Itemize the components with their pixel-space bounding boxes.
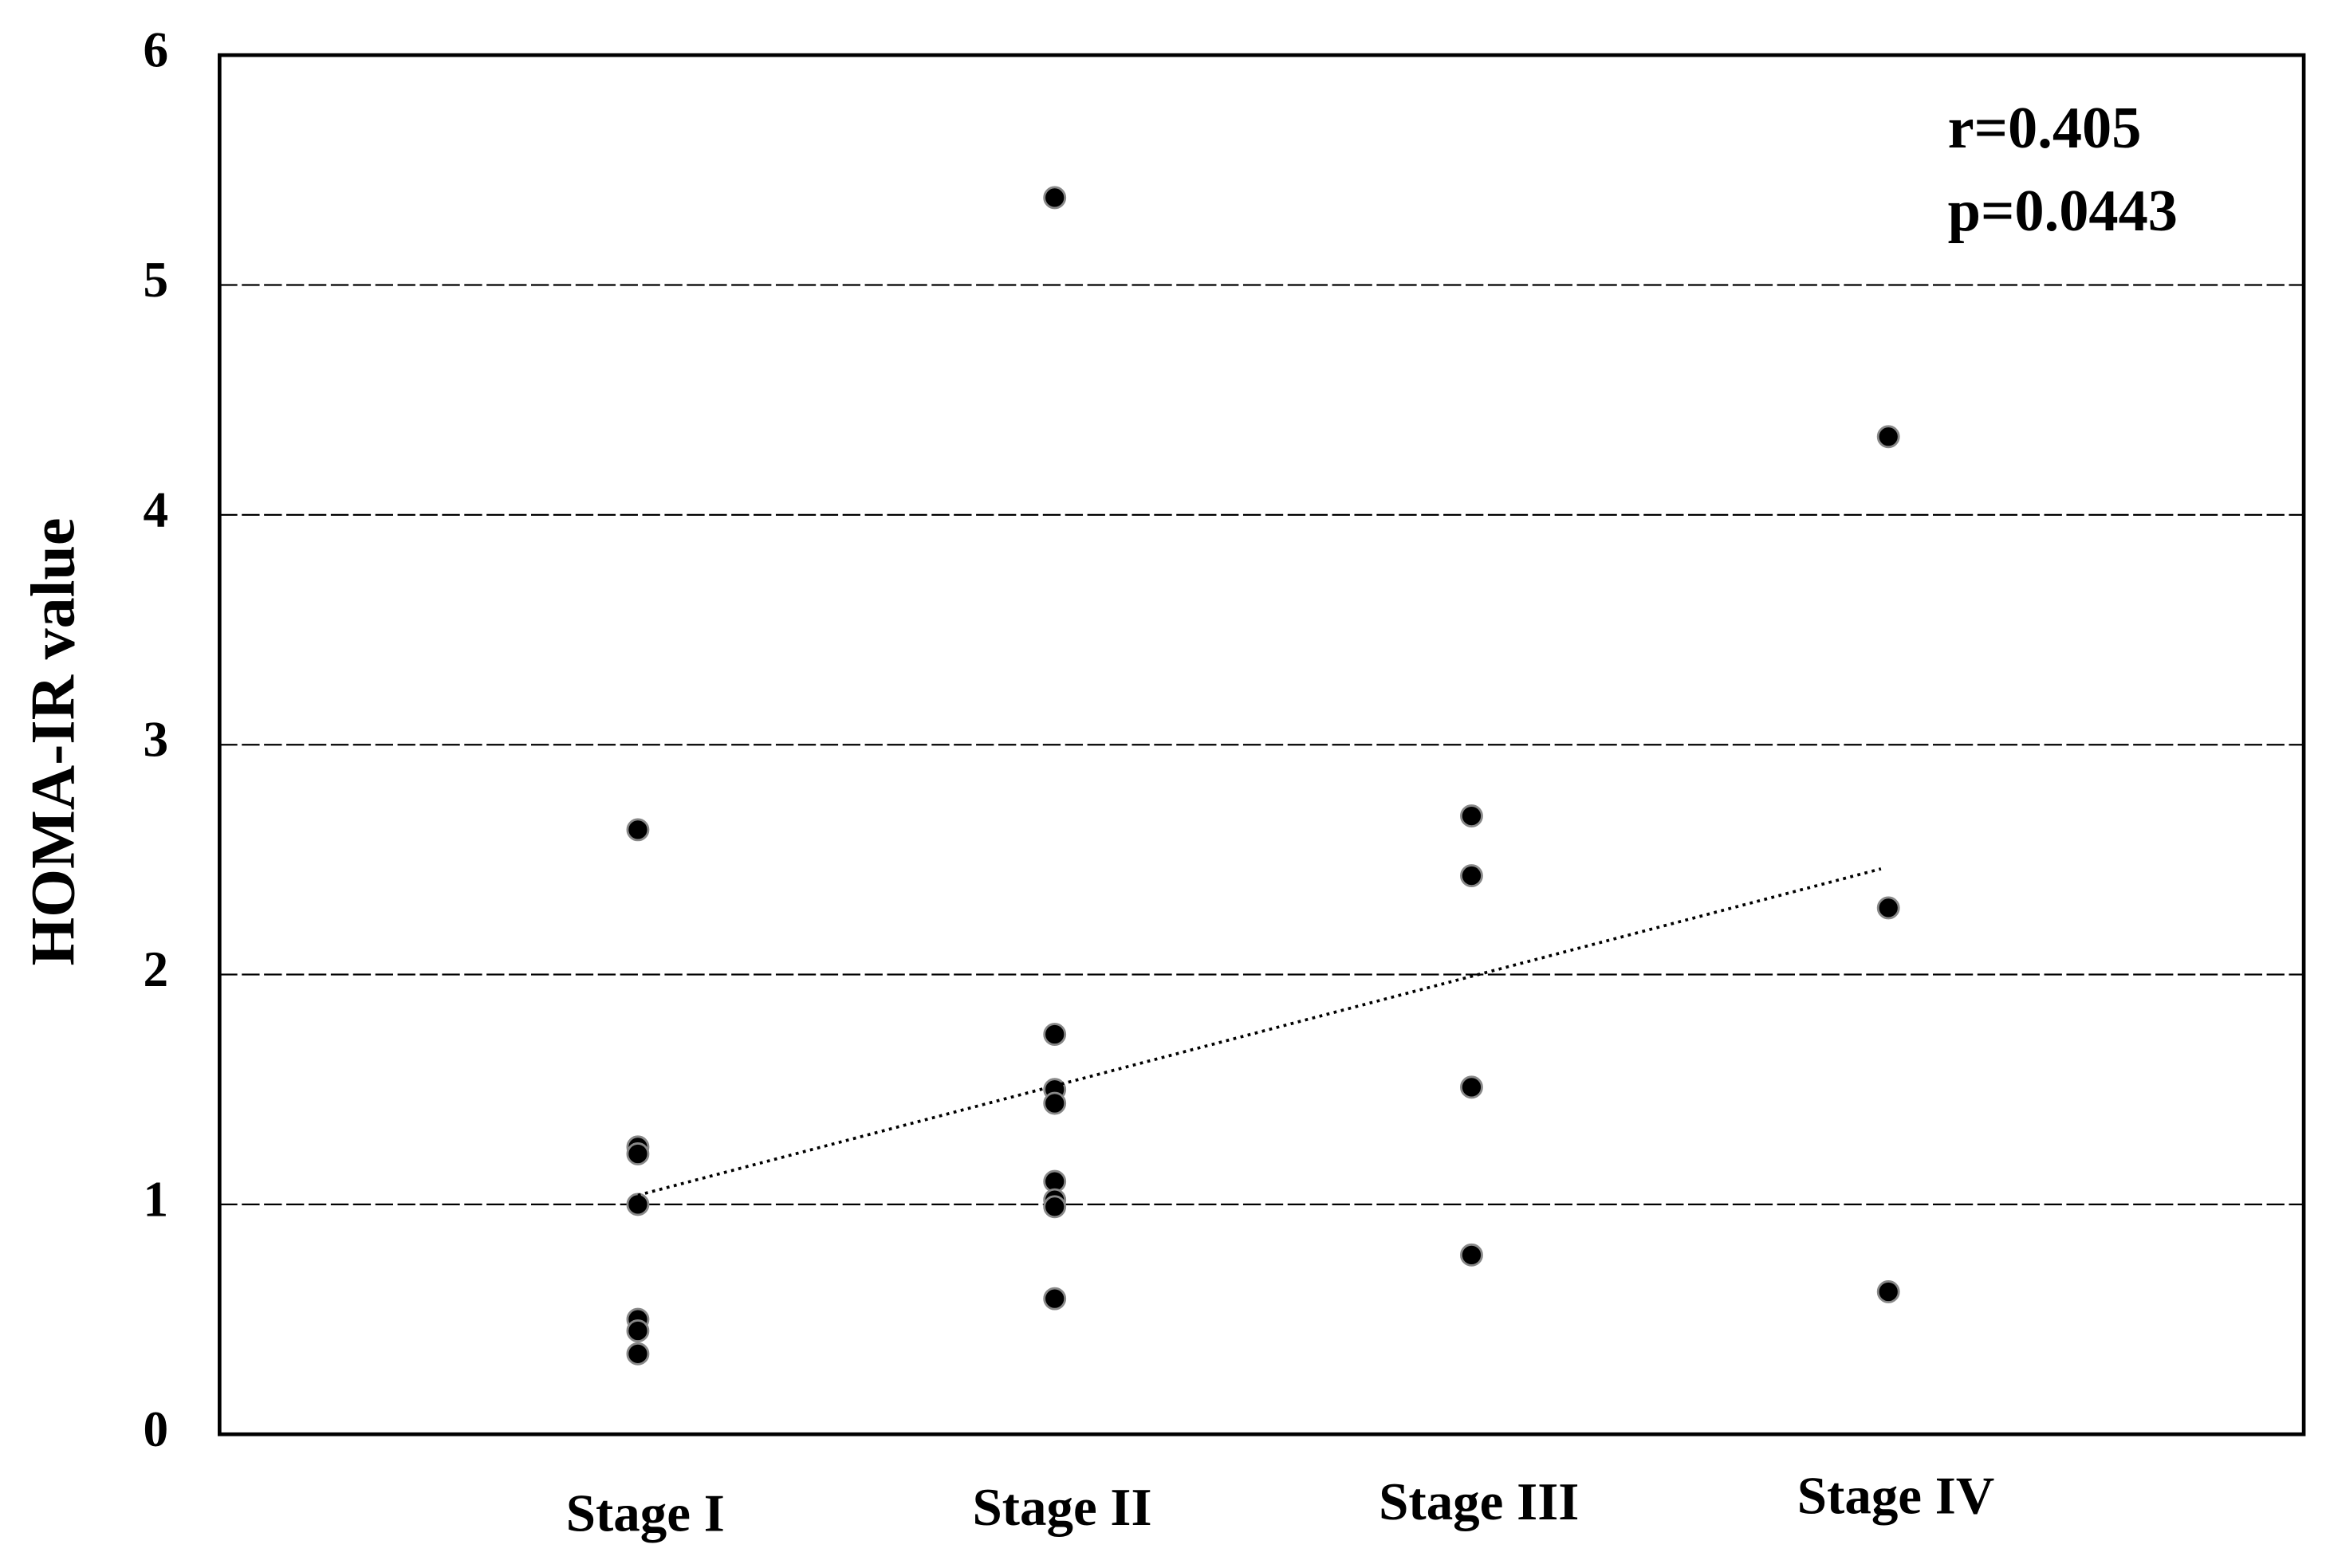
trendline (637, 867, 1882, 1197)
data-point (626, 818, 650, 842)
y-tick-label: 2 (144, 941, 169, 997)
y-tick-label: 5 (144, 252, 169, 308)
data-point (1876, 896, 1900, 920)
data-point (626, 1193, 650, 1216)
data-point (1043, 186, 1067, 210)
y-axis-label: HOMA-IR value (18, 517, 87, 965)
y-tick-label: 1 (144, 1171, 169, 1227)
y-tick-label: 6 (144, 22, 169, 78)
annotation: p=0.0443 (1948, 179, 2178, 244)
y-tick-label: 4 (144, 481, 169, 537)
data-point (1460, 864, 1483, 887)
data-point (1460, 804, 1483, 828)
data-point (1876, 1280, 1900, 1303)
x-tick-label: Stage II (972, 1478, 1151, 1537)
data-point (1043, 1023, 1067, 1046)
x-tick-label: Stage IV (1797, 1466, 1994, 1525)
data-point (626, 1342, 650, 1366)
data-point (626, 1142, 650, 1165)
x-tick-label: Stage III (1379, 1472, 1579, 1531)
data-point (626, 1319, 650, 1342)
data-point (1876, 425, 1900, 449)
x-tick-label: Stage I (566, 1484, 725, 1543)
data-point (1460, 1075, 1483, 1099)
data-point (1460, 1243, 1483, 1267)
data-point (1043, 1195, 1067, 1219)
annotation: r=0.405 (1948, 96, 2142, 161)
data-point (1043, 1091, 1067, 1115)
y-tick-label: 3 (144, 712, 169, 768)
data-point (1043, 1287, 1067, 1311)
plot-frame (218, 53, 2306, 1436)
y-tick-label: 0 (144, 1401, 169, 1457)
